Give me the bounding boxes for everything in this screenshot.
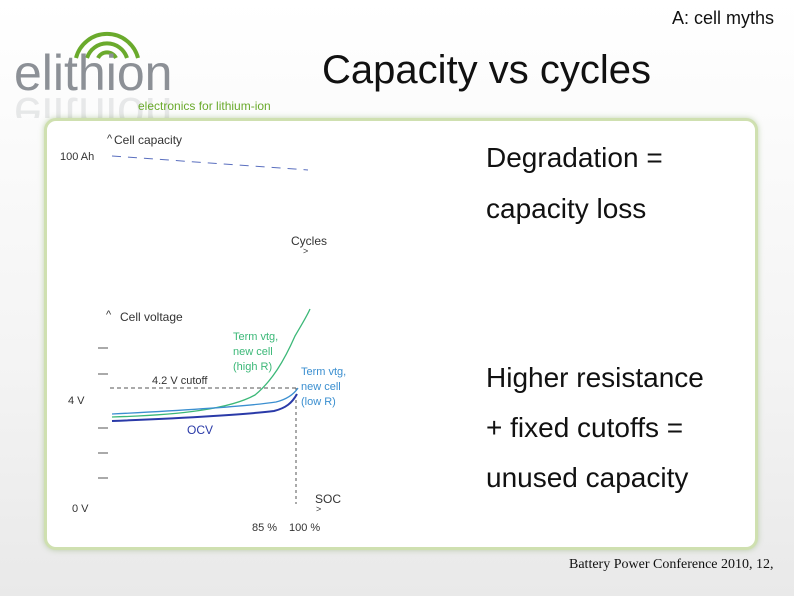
label-ocv: OCV — [187, 423, 213, 437]
cycles-axis-label: Cycles — [291, 234, 327, 248]
bullet-2-line-2: + fixed cutoffs = — [486, 412, 684, 443]
footer-citation: Battery Power Conference 2010, 12, — [569, 557, 774, 572]
capacity-axis-label: Cell capacity — [114, 133, 182, 147]
series-term-vtg-high-r — [111, 308, 311, 418]
capacity-fade-line — [111, 155, 309, 171]
soc-axis-label: SOC — [315, 492, 341, 506]
logo-arcs-icon — [74, 31, 140, 60]
voltage-tick-0v: 0 V — [72, 503, 89, 515]
cycles-axis-arrow-icon: > — [303, 246, 308, 256]
capacity-axis-arrow-icon: ^ — [107, 133, 113, 145]
label-low-r: Term vtg, new cell (low R) — [301, 366, 349, 408]
soc-tick-85: 85 % — [252, 522, 277, 534]
content-panel — [44, 118, 758, 550]
slide-title: Capacity vs cycles — [322, 48, 651, 92]
elithion-logo: elithion elithion electronics for lithiu… — [14, 31, 271, 118]
cutoff-label: 4.2 V cutoff — [152, 375, 208, 387]
capacity-tick-100ah: 100 Ah — [60, 151, 94, 163]
bullet-2-line-3: unused capacity — [486, 462, 689, 493]
series-term-vtg-low-r — [111, 387, 299, 415]
logo-wordmark-reflection: elithion — [14, 87, 172, 118]
bullet-1-line-2: capacity loss — [486, 193, 647, 224]
capacity-voltage-diagram: ^ Cell capacity 100 Ah Cycles > ^ Cell v… — [60, 133, 349, 534]
voltage-axis-label: Cell voltage — [120, 310, 183, 324]
bullet-1-line-1: Degradation = — [486, 142, 663, 173]
soc-tick-100: 100 % — [289, 522, 320, 534]
logo-wordmark: elithion — [14, 45, 172, 101]
voltage-tick-marks — [98, 347, 108, 479]
voltage-axis-arrow-icon: ^ — [106, 309, 112, 321]
logo-tagline: electronics for lithium-ion — [138, 99, 271, 113]
bullet-2-line-1: Higher resistance — [486, 362, 704, 393]
voltage-tick-4v: 4 V — [68, 395, 85, 407]
soc-axis-arrow-icon: > — [316, 504, 321, 514]
label-high-r: Term vtg, new cell (high R) — [233, 331, 281, 373]
section-tag: A: cell myths — [671, 8, 774, 28]
series-ocv — [111, 393, 298, 422]
